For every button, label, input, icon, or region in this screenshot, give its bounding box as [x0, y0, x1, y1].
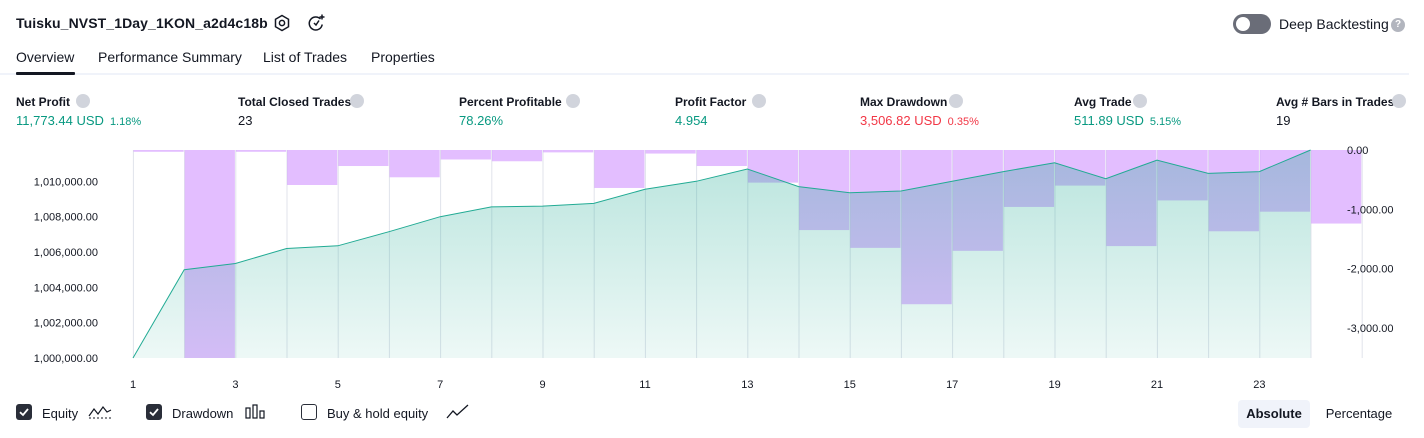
- equity-axis-tick: 1,000,000.00: [34, 353, 98, 365]
- x-axis-tick: 9: [540, 379, 546, 391]
- x-axis-tick: 11: [639, 379, 650, 391]
- drawdown-bar: [338, 150, 389, 167]
- drawdown-bar: [133, 150, 184, 152]
- info-icon[interactable]: [949, 94, 963, 108]
- metric-total-closed-trades-value: 23: [238, 113, 253, 128]
- help-icon[interactable]: ?: [1391, 18, 1405, 32]
- metric-max-drawdown-value: 3,506.82 USD 0.35%: [860, 113, 979, 128]
- tab-bar-divider: [0, 73, 1409, 75]
- metric-net-profit-label: Net Profit: [16, 95, 70, 109]
- equity-axis-tick: 1,006,000.00: [34, 247, 98, 259]
- equity-axis-tick: 1,004,000.00: [34, 282, 98, 294]
- equity-line-icon: [88, 402, 112, 427]
- x-axis-tick: 23: [1253, 379, 1265, 391]
- active-tab-indicator: [16, 72, 75, 75]
- info-icon[interactable]: [1392, 94, 1406, 108]
- drawdown-axis-tick: -1,000.00: [1347, 204, 1393, 216]
- metric-avg-trade-label: Avg Trade: [1074, 95, 1132, 109]
- settings-icon[interactable]: [272, 13, 292, 33]
- absolute-button[interactable]: Absolute: [1238, 400, 1310, 428]
- metric-profit-factor-label: Profit Factor: [675, 95, 747, 109]
- tab-properties[interactable]: Properties: [371, 49, 435, 65]
- drawdown-bar: [594, 150, 645, 188]
- info-icon[interactable]: [76, 94, 90, 108]
- info-icon[interactable]: [1133, 94, 1147, 108]
- toggle-knob: [1236, 17, 1250, 31]
- strategy-title: Tuisku_NVST_1Day_1KON_a2d4c18b: [16, 15, 268, 31]
- equity-drawdown-chart[interactable]: 1,000,000.00 1,002,000.00 1,004,000.00 1,00…: [0, 140, 1424, 395]
- value: 3,506.82 USD: [860, 113, 942, 128]
- metric-avg-bars-label: Avg # Bars in Trades: [1276, 95, 1395, 109]
- tab-performance-summary[interactable]: Performance Summary: [98, 49, 242, 65]
- drawdown-axis-tick: -2,000.00: [1347, 264, 1393, 276]
- equity-legend-label: Equity: [42, 406, 79, 421]
- info-icon[interactable]: [350, 94, 364, 108]
- trend-line-icon: [446, 402, 470, 427]
- metric-percent-profitable-label: Percent Profitable: [459, 95, 562, 109]
- x-axis-tick: 7: [437, 379, 443, 391]
- metric-percent-profitable-value: 78.26%: [459, 113, 504, 128]
- equity-area: [132, 149, 1311, 359]
- x-axis-tick: 3: [232, 379, 238, 391]
- buy-hold-checkbox[interactable]: [301, 404, 317, 420]
- drawdown-bar: [696, 150, 747, 167]
- equity-axis-tick: 1,002,000.00: [34, 318, 98, 330]
- drawdown-bar: [440, 150, 491, 160]
- drawdown-axis-tick: 0.00: [1347, 145, 1368, 157]
- drawdown-bar: [389, 150, 440, 178]
- metric-avg-trade-value: 511.89 USD 5.15%: [1074, 113, 1181, 128]
- x-axis-tick: 13: [741, 379, 753, 391]
- value: 511.89 USD: [1074, 113, 1144, 128]
- metric-avg-bars-value: 19: [1276, 113, 1291, 128]
- percentage-button[interactable]: Percentage: [1325, 406, 1393, 421]
- x-axis-tick: 21: [1151, 379, 1163, 391]
- buy-hold-legend-label: Buy & hold equity: [327, 406, 429, 421]
- percent: 5.15%: [1149, 116, 1182, 128]
- x-axis-tick: 15: [844, 379, 856, 391]
- deep-backtesting-toggle[interactable]: [1233, 14, 1271, 34]
- percent: 1.18%: [109, 116, 142, 128]
- drawdown-bar: [287, 150, 338, 185]
- metric-max-drawdown-label: Max Drawdown: [860, 95, 948, 109]
- bar-chart-icon: [244, 402, 268, 427]
- x-axis-tick: 5: [335, 379, 341, 391]
- x-axis-tick: 17: [946, 379, 958, 391]
- drawdown-bar: [543, 150, 594, 153]
- drawdown-checkbox[interactable]: [146, 404, 162, 420]
- equity-axis-tick: 1,010,000.00: [34, 176, 98, 188]
- metric-profit-factor-value: 4.954: [675, 113, 708, 128]
- tab-list-of-trades[interactable]: List of Trades: [263, 49, 348, 65]
- equity-checkbox[interactable]: [16, 404, 32, 420]
- x-axis-tick: 1: [130, 379, 136, 391]
- equity-fill: [133, 150, 1311, 358]
- info-icon[interactable]: [566, 94, 580, 108]
- axes: 1,000,000.00 1,002,000.00 1,004,000.00 1,00…: [34, 145, 1394, 391]
- add-to-chart-icon[interactable]: [306, 13, 326, 33]
- drawdown-bar: [1311, 150, 1362, 224]
- metric-net-profit-value: 11,773.44 USD 1.18%: [16, 113, 141, 128]
- x-axis-tick: 19: [1048, 379, 1060, 391]
- deep-backtesting-label: Deep Backtesting: [1279, 16, 1389, 32]
- drawdown-legend-label: Drawdown: [172, 406, 234, 421]
- drawdown-bar: [235, 150, 287, 152]
- tab-overview[interactable]: Overview: [16, 49, 75, 65]
- percent: 0.35%: [947, 116, 979, 128]
- equity-line: [132, 149, 1311, 359]
- equity-axis-tick: 1,008,000.00: [34, 212, 98, 224]
- drawdown-bar: [491, 150, 543, 162]
- value: 11,773.44 USD: [16, 113, 104, 128]
- info-icon[interactable]: [752, 94, 766, 108]
- metric-total-closed-trades-label: Total Closed Trades: [238, 95, 352, 109]
- drawdown-bar: [645, 150, 696, 154]
- drawdown-axis-tick: -3,000.00: [1347, 323, 1393, 335]
